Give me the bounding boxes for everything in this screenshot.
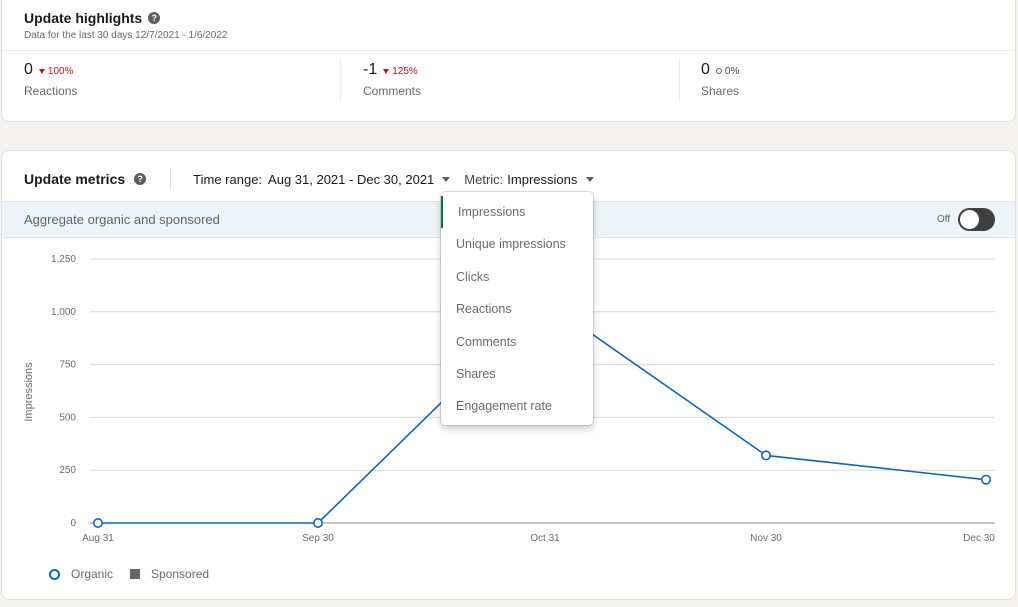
metric-dropdown-menu: Impressions Unique impressions Clicks React… (441, 192, 593, 425)
stat-reactions: 0 100% Reactions (24, 61, 77, 107)
caret-down-icon (586, 176, 595, 182)
x-tick-label: Aug 31 (82, 533, 114, 544)
organic-legend-icon (49, 568, 60, 580)
update-highlights-card: Update highlights ? Data for the last 30… (1, 0, 1016, 122)
highlights-title-text: Update highlights (24, 10, 143, 26)
dropdown-option-comments[interactable]: Comments (456, 334, 517, 349)
highlights-title: Update highlights ? (24, 10, 161, 26)
aggregate-label: Aggregate organic and sponsored (24, 212, 220, 227)
stat-shares: 0 0% Shares (701, 61, 739, 107)
y-tick-label: 500 (59, 412, 76, 423)
divider (679, 58, 680, 102)
y-tick-label: 1,000 (51, 307, 76, 318)
stat-change: 0% (715, 65, 740, 77)
dropdown-option-unique-impressions[interactable]: Unique impressions (456, 237, 566, 252)
metrics-title-text: Update metrics (24, 171, 126, 187)
legend-organic-label[interactable]: Organic (71, 567, 114, 581)
metrics-title: Update metrics ? (24, 171, 147, 187)
stat-change-text: 0% (724, 65, 740, 77)
dropdown-option-engagement-rate[interactable]: Engagement rate (456, 399, 552, 414)
data-point[interactable] (760, 450, 771, 461)
toggle-state-label: Off (937, 214, 951, 225)
stat-value: -1 (363, 61, 378, 78)
x-tick-label: Dec 30 (963, 533, 995, 544)
stat-label: Reactions (24, 84, 78, 98)
down-arrow-icon (383, 69, 390, 74)
stat-value: 0 (24, 61, 33, 78)
help-icon[interactable]: ? (148, 12, 161, 24)
divider (170, 168, 172, 190)
stat-change: 125% (383, 66, 418, 77)
dropdown-option-impressions[interactable]: Impressions (441, 196, 593, 229)
stat-label: Comments (363, 84, 422, 98)
divider (340, 58, 341, 102)
y-tick-label: 0 (70, 518, 76, 529)
stat-change-text: 125% (392, 66, 418, 77)
y-axis-label: Impressions (23, 362, 35, 422)
highlights-subtitle: Data for the last 30 days 12/7/2021 - 1/… (24, 30, 228, 41)
stat-label: Shares (701, 84, 740, 98)
divider (2, 50, 1015, 51)
y-tick-label: 1,250 (51, 254, 76, 265)
metric-dropdown[interactable]: Metric: Impressions (450, 171, 595, 187)
dropdown-option-clicks[interactable]: Clicks (456, 269, 490, 284)
data-point[interactable] (93, 517, 104, 528)
time-range-dropdown[interactable]: Time range: Aug 31, 2021 - Dec 30, 2021 (193, 171, 451, 187)
metrics-header: Update metrics ? Time range: Aug 31, 202… (24, 168, 595, 190)
time-range-label: Time range: (193, 171, 263, 187)
stat-change: 100% (38, 66, 74, 77)
help-icon[interactable]: ? (134, 173, 147, 185)
dropdown-option-reactions[interactable]: Reactions (456, 302, 512, 317)
x-tick-label: Sep 30 (302, 533, 334, 544)
toggle-knob (960, 210, 979, 229)
legend-sponsored-label[interactable]: Sponsored (151, 567, 210, 581)
aggregate-toggle[interactable] (958, 208, 995, 231)
metric-value: Impressions (507, 171, 578, 187)
stat-change-text: 100% (47, 66, 74, 77)
sponsored-legend-icon (130, 569, 141, 579)
down-arrow-icon (38, 69, 45, 74)
stat-comments: -1 125% Comments (363, 61, 421, 107)
y-tick-label: 750 (59, 360, 76, 371)
metric-label: Metric: (464, 171, 504, 187)
stat-value: 0 (701, 61, 710, 78)
x-tick-label: Nov 30 (750, 533, 782, 544)
data-point[interactable] (312, 517, 323, 528)
x-tick-label: Oct 31 (530, 533, 560, 544)
y-tick-label: 250 (59, 465, 76, 476)
chart-legend: Organic Sponsored (49, 567, 209, 581)
caret-down-icon (442, 176, 451, 182)
dropdown-option-shares[interactable]: Shares (456, 366, 496, 381)
neutral-circle-icon (715, 68, 722, 74)
data-point[interactable] (980, 474, 991, 485)
time-range-value: Aug 31, 2021 - Dec 30, 2021 (268, 171, 435, 187)
